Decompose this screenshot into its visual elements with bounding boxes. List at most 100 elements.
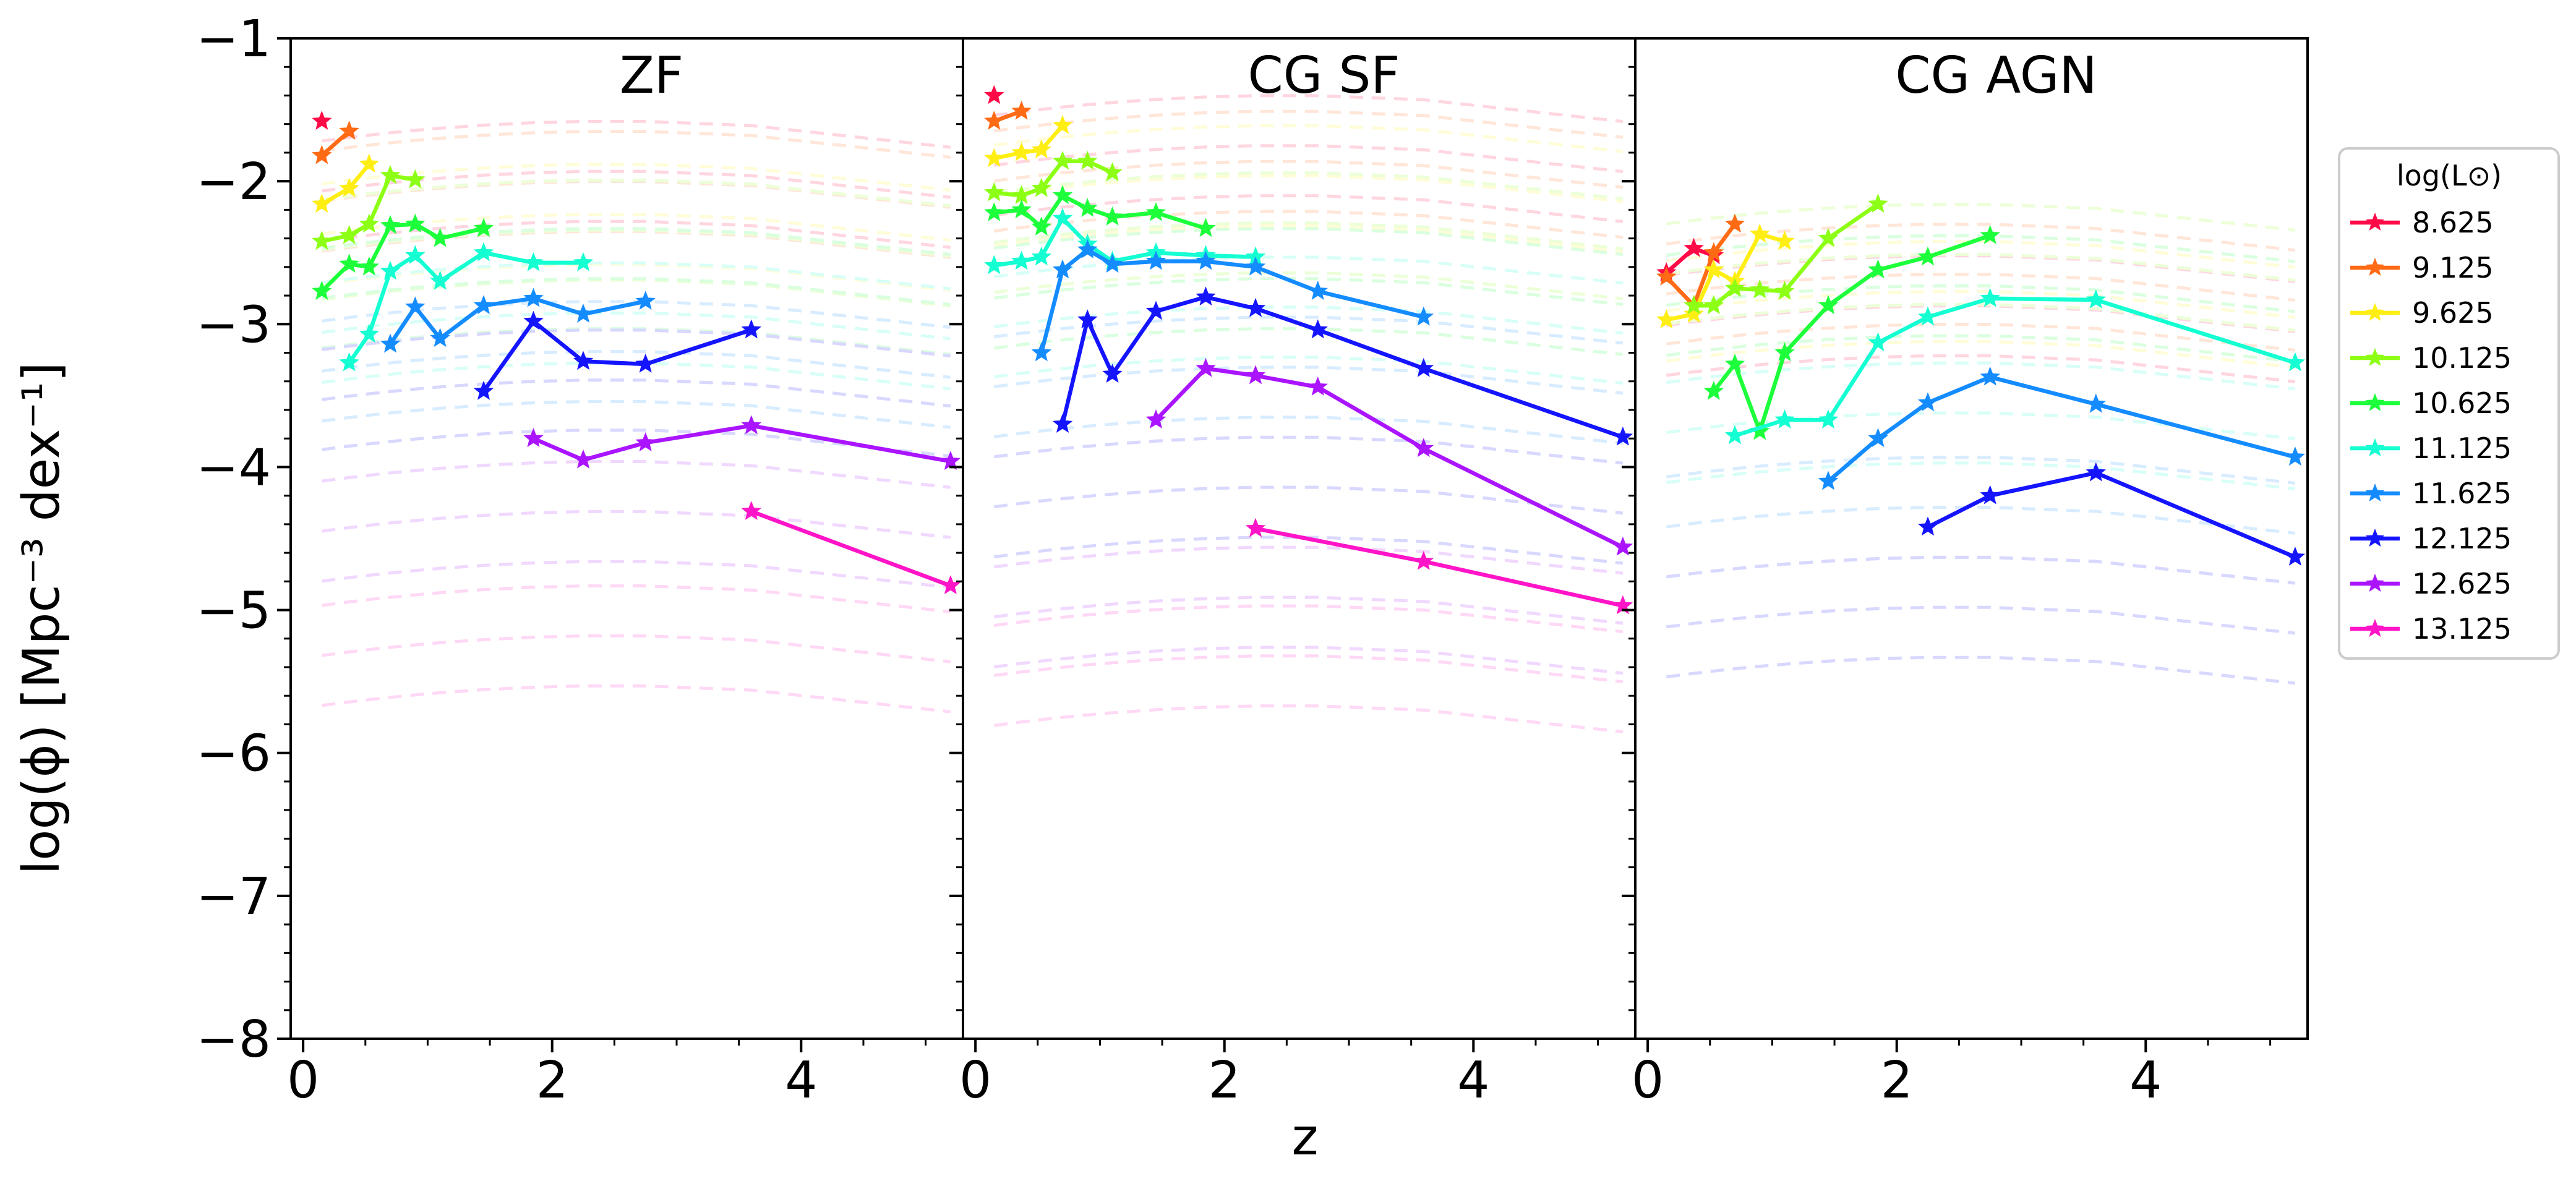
background-curve-10.125 <box>321 178 951 208</box>
data-point <box>473 295 494 315</box>
data-point <box>312 281 332 300</box>
data-point <box>1656 266 1677 286</box>
background-curve-10.125 <box>993 271 1624 300</box>
background-curve-12.625 <box>321 509 951 539</box>
background-curve-12.125 <box>993 485 1624 515</box>
data-point <box>1703 380 1724 400</box>
series-line-9.625 <box>993 124 1064 161</box>
background-curve-11.625 <box>993 315 1624 345</box>
legend-entry-9.125: 9.125 <box>2350 251 2494 284</box>
data-point <box>1307 319 1328 339</box>
data-point <box>1818 409 1839 428</box>
data-point <box>2086 393 2107 413</box>
data-point <box>1774 231 1795 250</box>
data-point <box>1011 142 1032 161</box>
data-point <box>1196 357 1216 377</box>
data-point <box>1917 306 1938 326</box>
legend-entry-13.125: 13.125 <box>2350 612 2512 646</box>
data-point <box>1011 199 1032 219</box>
legend-swatch-marker <box>2365 438 2385 456</box>
background-curve-10.625 <box>321 327 951 356</box>
legend-entry-label: 11.125 <box>2412 432 2512 465</box>
legend-entry-label: 9.125 <box>2412 251 2494 284</box>
data-point <box>1102 364 1123 383</box>
legend: log(L⊙) 8.625 9.125 9.625 10.125 10.625 11.12… <box>2338 147 2560 660</box>
background-curve-9.125 <box>993 160 1624 189</box>
background-curve-10.625 <box>993 277 1624 306</box>
series-line-11.125 <box>1734 296 2296 438</box>
data-point <box>339 352 359 372</box>
data-point <box>1684 304 1704 323</box>
series-line-12.125 <box>1927 471 2296 559</box>
legend-entry-11.125: 11.125 <box>2350 432 2512 465</box>
panel-zf: 0 2 4 −1 −2 −3 −4 −5 −6 −7 −8 ZF <box>196 10 964 1110</box>
data-point <box>1011 250 1032 270</box>
background-curve-10.125 <box>1666 203 2296 232</box>
series-12.125 <box>1917 462 2306 566</box>
series-10.625 <box>312 213 494 300</box>
background-curves <box>1666 203 2296 685</box>
background-curve-8.625 <box>321 219 951 249</box>
data-point <box>1980 288 2000 307</box>
data-point <box>380 333 401 353</box>
data-point <box>1656 309 1677 329</box>
data-point <box>1031 177 1052 197</box>
background-curve-9.125 <box>993 109 1624 139</box>
data-point <box>359 213 380 233</box>
y-tick-label: −2 <box>196 153 271 211</box>
data-point <box>1102 254 1123 273</box>
data-point <box>1077 198 1098 217</box>
data-point <box>1145 300 1166 320</box>
data-point <box>1917 516 1938 536</box>
background-curve-12.125 <box>1666 555 2296 585</box>
background-curve-10.125 <box>993 221 1624 250</box>
background-curve-13.125 <box>321 634 951 663</box>
x-tick-label: 0 <box>959 1051 991 1110</box>
background-curve-12.625 <box>321 560 951 589</box>
data-point <box>1774 281 1795 300</box>
series-line-11.125 <box>347 250 583 364</box>
background-curve-10.625 <box>993 327 1624 356</box>
background-curve-11.625 <box>321 300 951 329</box>
background-curve-9.625 <box>1666 240 2296 269</box>
data-point <box>940 451 961 470</box>
y-tick-label: −6 <box>196 725 271 783</box>
series-13.125 <box>1245 518 1633 615</box>
data-point <box>339 121 359 140</box>
data-point <box>1031 139 1052 159</box>
legend-entry-label: 12.125 <box>2412 522 2512 555</box>
data-point <box>1868 332 1888 352</box>
background-curve-8.625 <box>1666 354 2296 383</box>
legend-swatch-marker <box>2365 257 2385 276</box>
series-10.625 <box>1703 224 2000 440</box>
series-11.625 <box>1818 366 2306 490</box>
data-point <box>1031 246 1052 266</box>
background-curve-10.625 <box>1666 234 2296 263</box>
series-11.625 <box>1031 239 1434 362</box>
data-point <box>1052 259 1073 279</box>
background-curve-11.125 <box>1666 361 2296 391</box>
data-point <box>940 575 961 595</box>
background-curve-11.625 <box>1666 456 2296 485</box>
data-point <box>312 111 332 130</box>
background-curve-12.125 <box>1666 655 2296 685</box>
background-curve-12.125 <box>993 535 1624 565</box>
data-point <box>1750 223 1770 243</box>
data-point <box>1774 409 1795 428</box>
data-point <box>1102 206 1123 226</box>
data-point <box>1307 281 1328 300</box>
series-10.625 <box>984 185 1216 237</box>
background-curve-8.625 <box>321 119 951 149</box>
background-curve-12.125 <box>321 428 951 458</box>
background-curve-11.625 <box>993 365 1624 395</box>
data-point <box>1245 256 1266 276</box>
data-point <box>1245 297 1266 317</box>
data-point <box>1102 162 1123 182</box>
data-point <box>1684 237 1704 257</box>
series-11.125 <box>1724 288 2306 445</box>
data-point <box>2086 289 2107 309</box>
background-curve-13.125 <box>993 704 1624 734</box>
series-line-13.125 <box>750 509 952 588</box>
series-12.125 <box>473 310 762 400</box>
